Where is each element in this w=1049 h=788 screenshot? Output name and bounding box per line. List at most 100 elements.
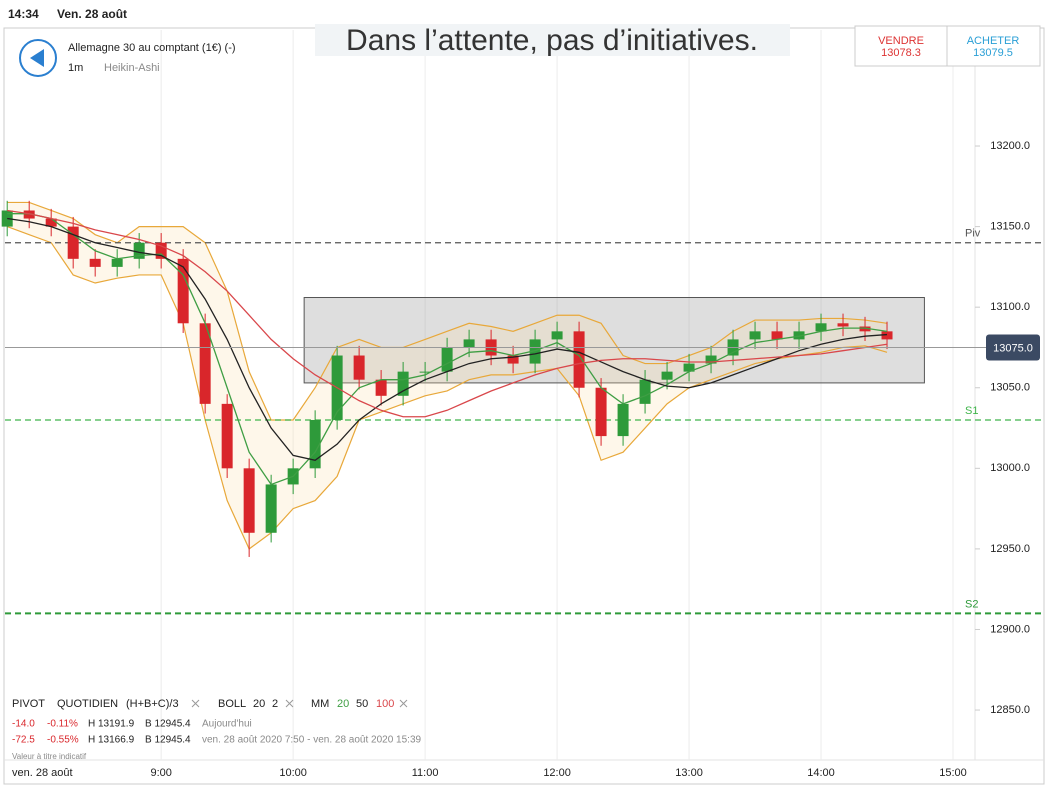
candle-body: [771, 331, 783, 340]
candle-body: [507, 355, 519, 364]
y-tick-label: 12950.0: [990, 543, 1030, 555]
legend-boll-dev: 2: [272, 698, 278, 710]
sell-price[interactable]: 13078.3: [881, 47, 921, 59]
status-date: Ven. 28 août: [57, 7, 127, 21]
legend-ma: MM: [311, 698, 329, 710]
ma-line: [7, 217, 888, 461]
footer-note: Valeur à titre indicatif: [12, 752, 87, 761]
legend-pivot-period: QUOTIDIEN: [57, 698, 118, 710]
stat-range: ven. 28 août 2020 7:50 - ven. 28 août 20…: [202, 735, 422, 746]
candle-body: [199, 323, 211, 404]
legend-boll-period: 20: [253, 698, 265, 710]
legend-pivot-formula: (H+B+C)/3: [126, 698, 179, 710]
chart-style[interactable]: Heikin-Ashi: [104, 62, 160, 74]
candle-body: [23, 210, 35, 219]
remove-icon[interactable]: [191, 699, 200, 708]
legend-pivot: PIVOT: [12, 698, 45, 710]
candle-body: [265, 484, 277, 533]
y-tick-label: 13200.0: [990, 140, 1030, 152]
stat-change: -14.0: [12, 719, 35, 730]
candle-body: [881, 331, 893, 340]
legend-boll: BOLL: [218, 698, 246, 710]
legend-ma-period: 100: [376, 698, 394, 710]
y-tick-label: 13100.0: [990, 301, 1030, 313]
stat-range: Aujourd'hui: [202, 719, 252, 730]
stat-low: B 12945.4: [145, 719, 191, 730]
candle-body: [441, 347, 453, 372]
y-tick-label: 13050.0: [990, 382, 1030, 394]
y-tick-label: 12850.0: [990, 704, 1030, 716]
candle-body: [133, 242, 145, 259]
buy-label[interactable]: ACHETER: [967, 35, 1020, 47]
remove-icon[interactable]: [399, 699, 408, 708]
bollinger-lower: [6, 226, 888, 550]
banner-bg: [315, 24, 790, 56]
stats: -14.0 -0.11% H 13191.9 B 12945.4 Aujourd'hui…: [12, 719, 422, 746]
timeframe[interactable]: 1m: [68, 62, 83, 74]
chart-frame: [3, 27, 1045, 785]
pivot-label: Piv: [965, 228, 981, 240]
stat-change-pct: -0.55%: [47, 735, 79, 746]
candle-body: [221, 403, 233, 469]
y-tick-label: 13150.0: [990, 221, 1030, 233]
candle-body: [419, 371, 431, 373]
stat-change-pct: -0.11%: [47, 719, 78, 730]
stat-high: H 13166.9: [88, 735, 135, 746]
x-tick-label: 12:00: [543, 767, 571, 779]
back-arrow[interactable]: [30, 49, 44, 67]
candle-body: [661, 371, 673, 380]
candle-body: [67, 226, 79, 259]
ma-legend: 20 50 100: [337, 698, 394, 710]
candle-body: [309, 419, 321, 469]
y-tick-label: 13000.0: [990, 462, 1030, 474]
price-tag-label: 13075.0: [993, 342, 1033, 354]
candle-body: [683, 363, 695, 372]
instrument: Allemagne 30 au comptant (1€) (-): [68, 42, 236, 54]
ma-line: [7, 209, 888, 418]
candle-body: [397, 371, 409, 396]
x-tick-label: 9:00: [150, 767, 171, 779]
candle-body: [639, 379, 651, 404]
candle-body: [837, 323, 849, 327]
candle-body: [111, 258, 123, 267]
buy-price[interactable]: 13079.5: [973, 47, 1013, 59]
sell-label[interactable]: VENDRE: [878, 35, 924, 47]
candle-body: [45, 218, 57, 227]
candle-body: [353, 355, 365, 380]
candle-body: [595, 387, 607, 437]
candle-body: [89, 258, 101, 267]
back-button[interactable]: [19, 39, 57, 77]
x-tick-label: 15:00: [939, 767, 967, 779]
remove-icon[interactable]: [285, 699, 294, 708]
y-tick-label: 12900.0: [990, 623, 1030, 635]
candle-body: [859, 326, 871, 332]
candle-body: [551, 331, 563, 340]
bollinger-upper: [7, 201, 888, 421]
price-tag: [986, 334, 1040, 361]
x-tick-label: 11:00: [412, 767, 439, 779]
pivot-label: S1: [965, 405, 978, 417]
sell-button[interactable]: VENDRE 13078.3: [878, 35, 924, 59]
x-tick-label: 10:00: [279, 767, 307, 779]
candle-body: [243, 468, 255, 533]
status-time: 14:34: [8, 7, 39, 21]
stat-change: -72.5: [12, 735, 35, 746]
banner: Dans l’attente, pas d’initiatives.: [346, 24, 758, 57]
candle-body: [177, 258, 189, 324]
plot: [1, 30, 1044, 760]
x-tick-label: 14:00: [807, 767, 835, 779]
stat-low: B 12945.4: [145, 735, 191, 746]
footer-date: ven. 28 août: [12, 767, 73, 779]
candle-body: [617, 403, 629, 437]
candle-body: [529, 339, 541, 364]
candle-body: [705, 355, 717, 364]
legend-ma-period: 20: [337, 698, 349, 710]
candle-body: [375, 379, 387, 396]
candle-body: [749, 331, 761, 340]
legend-ma-period: 50: [356, 698, 368, 710]
candle-body: [463, 339, 475, 348]
x-tick-label: 13:00: [675, 767, 703, 779]
candle-body: [793, 331, 805, 340]
buy-button[interactable]: ACHETER 13079.5: [967, 35, 1020, 59]
